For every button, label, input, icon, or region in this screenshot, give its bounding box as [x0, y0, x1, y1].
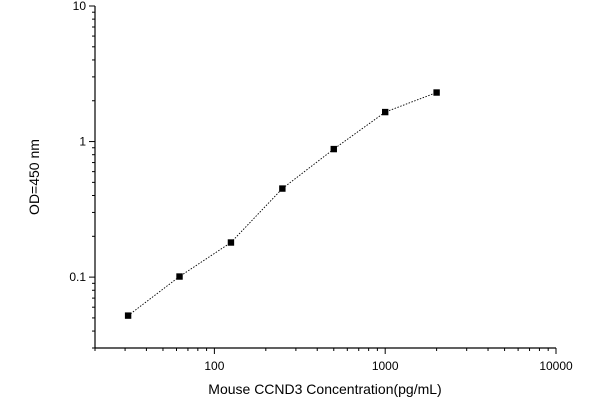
- data-point: [330, 145, 337, 153]
- x-tick-label: 10000: [539, 359, 573, 373]
- y-tick-label: 0.1: [69, 270, 86, 284]
- data-point: [124, 312, 132, 319]
- marker-layer: [124, 89, 440, 319]
- data-point: [381, 108, 389, 116]
- data-point: [176, 273, 183, 280]
- x-tick-label: 100: [204, 359, 224, 373]
- data-point: [227, 239, 235, 246]
- ticks-layer: [89, 5, 557, 354]
- series-line: [127, 92, 437, 316]
- data-point: [433, 89, 440, 96]
- x-axis-title: Mouse CCND3 Concentration(pg/mL): [208, 381, 441, 397]
- y-tick-label: 10: [73, 0, 87, 13]
- y-tick-label: 1: [79, 135, 86, 149]
- x-tick-label: 1000: [372, 359, 399, 373]
- y-axis-title: OD=450 nm: [26, 139, 42, 215]
- data-point: [279, 185, 286, 192]
- labels-layer: 100 1000 10000 0.1 1 10: [69, 0, 573, 373]
- series-line-layer: [127, 92, 437, 316]
- axes-layer: [94, 6, 556, 349]
